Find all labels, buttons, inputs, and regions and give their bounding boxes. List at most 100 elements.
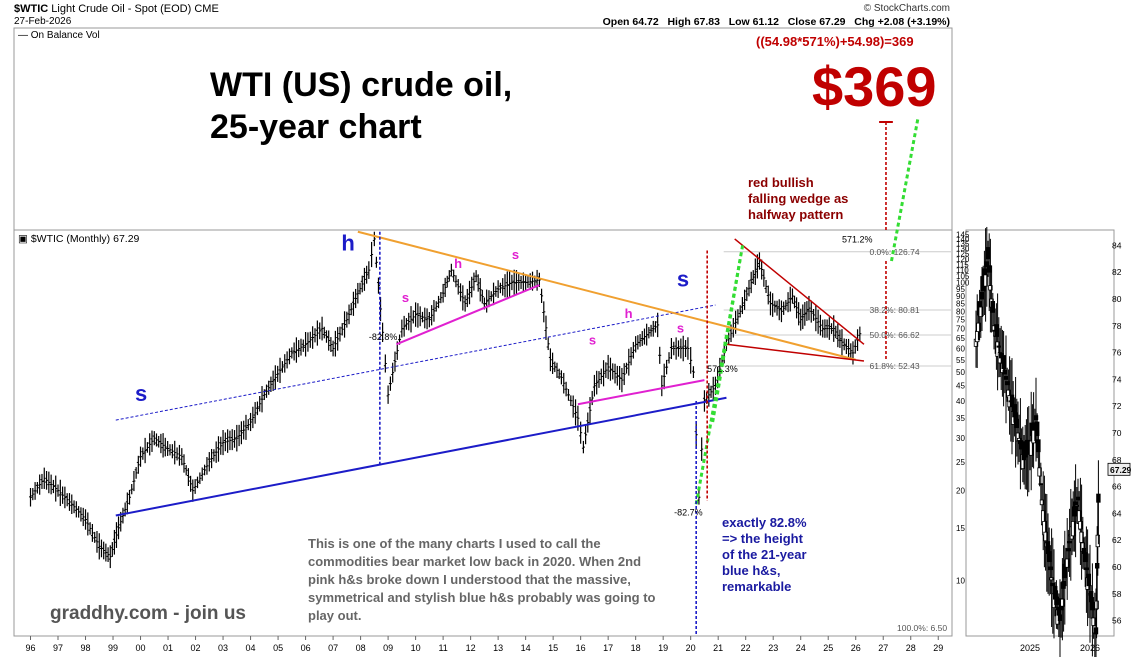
x-tick-label: 12 xyxy=(466,643,476,653)
inset-candle xyxy=(1036,439,1041,453)
y-tick-label: 10 xyxy=(956,576,965,585)
y-tick-label: 110 xyxy=(956,266,969,275)
price-panel-label: ▣ $WTIC (Monthly) 67.29 xyxy=(18,233,140,245)
x-tick-label: 15 xyxy=(548,643,558,653)
inset-candle xyxy=(1015,432,1021,442)
inset-candle xyxy=(1095,534,1100,548)
inset-candle xyxy=(1035,421,1040,437)
y-tick-label: 130 xyxy=(956,245,970,254)
pct-label: 571.3% xyxy=(707,364,738,374)
chart-title: WTI (US) crude oil, 25-year chart xyxy=(210,66,513,146)
inset-candle xyxy=(1047,551,1052,563)
pct-label: 571.2% xyxy=(842,235,873,245)
inset-candle xyxy=(1095,562,1100,569)
inset-y-tick: 60 xyxy=(1112,562,1122,572)
inset-candle xyxy=(987,265,992,273)
inset-candle xyxy=(1089,590,1094,603)
inset-candle xyxy=(1037,467,1042,477)
y-tick-label: 145 xyxy=(956,230,970,239)
inset-candle xyxy=(1038,483,1043,486)
y-tick-label: 120 xyxy=(956,255,970,264)
y-tick-label: 30 xyxy=(956,434,965,443)
inset-y-tick: 66 xyxy=(1112,482,1122,492)
inset-candle xyxy=(1083,552,1088,563)
hs-label-left-shoulder: s xyxy=(135,381,147,406)
pct-label: -82.8% xyxy=(369,332,398,342)
inset-candle xyxy=(1065,558,1070,568)
inset-candle xyxy=(994,324,999,337)
x-tick-label: 09 xyxy=(383,643,393,653)
x-tick-label: 11 xyxy=(438,643,447,653)
inset-candle xyxy=(1094,600,1099,610)
inset-candle xyxy=(1033,415,1039,420)
inset-candle xyxy=(1043,531,1048,542)
x-tick-label: 25 xyxy=(823,643,833,653)
exchange: CME xyxy=(194,3,219,15)
pink-label: h xyxy=(454,256,462,271)
inset-candle xyxy=(976,322,981,332)
inset-y-tick: 76 xyxy=(1112,348,1122,358)
fib-label: 38.2%: 80.81 xyxy=(869,305,919,315)
brand-credit: © StockCharts.com xyxy=(863,3,950,14)
current-price-value: 67.29 xyxy=(1110,465,1132,475)
x-tick-label: 13 xyxy=(493,643,503,653)
pink-label: s xyxy=(677,320,684,335)
inset-candle xyxy=(990,300,995,313)
inset-y-tick: 84 xyxy=(1112,240,1122,250)
inset-y-tick: 78 xyxy=(1112,321,1122,331)
x-tick-label: 07 xyxy=(328,643,338,653)
inset-candle xyxy=(1057,614,1063,622)
current-price-tag xyxy=(1107,462,1131,476)
inset-y-tick: 62 xyxy=(1112,535,1122,545)
inset-candle xyxy=(1002,369,1007,375)
fib-label: 100.0%: 6.50 xyxy=(897,623,947,633)
inset-candle xyxy=(1074,504,1079,507)
inset-candle xyxy=(1029,440,1034,456)
x-tick-label: 17 xyxy=(603,643,613,653)
inset-y-tick: 74 xyxy=(1112,374,1122,384)
inset-y-tick: 80 xyxy=(1112,294,1122,304)
y-tick-label: 80 xyxy=(956,307,965,316)
inset-candle xyxy=(1067,541,1072,544)
inset-y-tick: 70 xyxy=(1112,428,1122,438)
inset-y-tick: 82 xyxy=(1112,267,1122,277)
y-tick-label: 20 xyxy=(956,487,965,496)
x-tick-label: 14 xyxy=(521,643,531,653)
inset-candle xyxy=(1054,596,1059,605)
author-note: This is one of the many charts I used to… xyxy=(308,536,656,623)
chg-value: +2.08 (+3.19%) xyxy=(877,16,950,28)
inset-candle xyxy=(1050,582,1055,587)
y-tick-label: 40 xyxy=(956,397,965,406)
y-tick-label: 70 xyxy=(956,325,965,334)
wedge-note: red bullish falling wedge as halfway pat… xyxy=(748,175,849,222)
hs-label-head: h xyxy=(341,231,354,256)
inset-candle xyxy=(1096,493,1101,503)
high-value: 67.83 xyxy=(693,16,720,28)
pink-label: s xyxy=(402,290,409,305)
x-tick-label: 19 xyxy=(658,643,668,653)
x-tick-label: 08 xyxy=(356,643,366,653)
inset-y-tick: 72 xyxy=(1112,401,1122,411)
y-tick-label: 60 xyxy=(956,345,965,354)
inset-candle xyxy=(1091,617,1096,626)
inset-candle xyxy=(996,345,1001,348)
ohlc-readout: Open 64.72 High 67.83 Low 61.12 Close 67… xyxy=(602,16,950,28)
inset-candle xyxy=(978,306,983,317)
pct-label: -82.7% xyxy=(674,508,703,518)
orange-trendline xyxy=(357,230,856,361)
x-tick-label: 00 xyxy=(136,643,146,653)
price-target: $369 xyxy=(812,55,937,118)
inset-candle xyxy=(1001,355,1006,370)
x-tick-label: 02 xyxy=(191,643,201,653)
inset-x-tick: 2025 xyxy=(1020,643,1040,653)
x-tick-label: 23 xyxy=(768,643,778,653)
y-tick-label: 50 xyxy=(956,368,965,377)
y-tick-label: 25 xyxy=(956,458,965,467)
y-axis-ticks: 1015202530354045505560657075808590951001… xyxy=(956,230,970,585)
x-tick-label: 27 xyxy=(878,643,888,653)
y-tick-label: 100 xyxy=(956,278,970,287)
inset-candle xyxy=(1048,566,1053,571)
pink-neckline-2 xyxy=(577,379,705,406)
x-tick-label: 29 xyxy=(933,643,943,653)
